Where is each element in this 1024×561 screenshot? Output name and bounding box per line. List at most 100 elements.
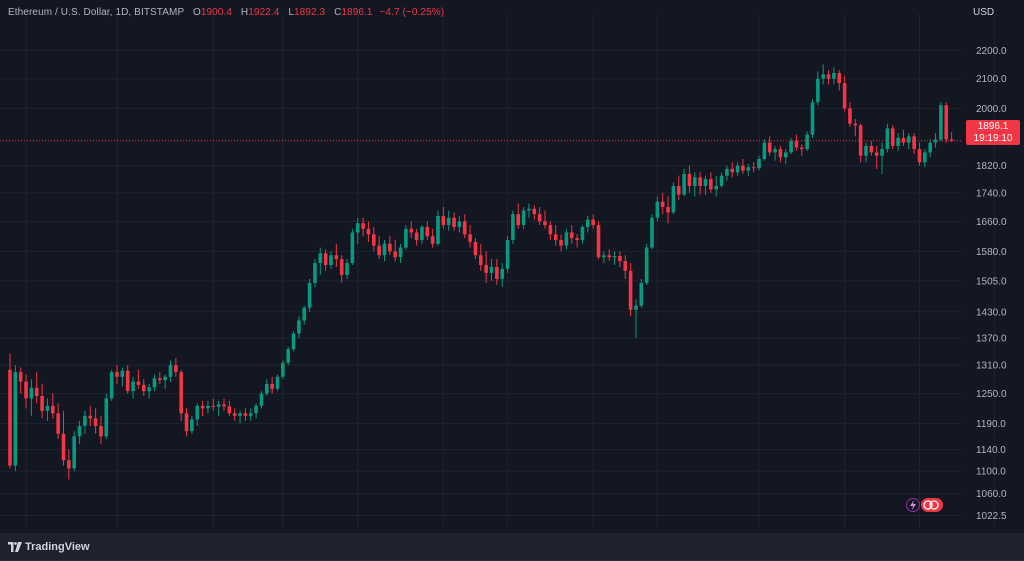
candle[interactable] xyxy=(24,374,28,409)
candle[interactable] xyxy=(147,383,151,399)
candle[interactable] xyxy=(259,391,264,409)
candle[interactable] xyxy=(40,383,44,419)
candle[interactable] xyxy=(639,278,644,308)
candle[interactable] xyxy=(248,408,253,421)
candle[interactable] xyxy=(136,369,141,389)
candle[interactable] xyxy=(339,255,344,283)
candle[interactable] xyxy=(61,410,66,466)
candle[interactable] xyxy=(682,168,686,197)
candle[interactable] xyxy=(553,225,558,246)
candle[interactable] xyxy=(735,162,740,176)
candle[interactable] xyxy=(131,376,135,399)
candle[interactable] xyxy=(104,393,109,439)
candle[interactable] xyxy=(543,210,547,229)
candle[interactable] xyxy=(436,210,440,246)
earnings-icon[interactable] xyxy=(921,498,943,512)
candle[interactable] xyxy=(473,238,478,260)
candle[interactable] xyxy=(537,206,542,226)
candle[interactable] xyxy=(297,316,301,338)
candle[interactable] xyxy=(767,136,772,156)
candle[interactable] xyxy=(730,162,735,178)
candle[interactable] xyxy=(917,142,922,166)
candle[interactable] xyxy=(842,75,847,112)
candle[interactable] xyxy=(29,379,34,416)
candle[interactable] xyxy=(800,144,804,156)
candle[interactable] xyxy=(874,145,879,169)
candle[interactable] xyxy=(939,102,943,142)
candle[interactable] xyxy=(420,225,424,244)
candle[interactable] xyxy=(350,228,355,265)
candle[interactable] xyxy=(93,408,98,434)
candle[interactable] xyxy=(816,71,820,106)
candle[interactable] xyxy=(612,251,617,265)
candle[interactable] xyxy=(281,360,285,380)
candle[interactable] xyxy=(361,217,365,237)
candle[interactable] xyxy=(243,408,248,421)
candle[interactable] xyxy=(628,263,633,317)
candle[interactable] xyxy=(216,400,221,416)
candle[interactable] xyxy=(8,353,12,469)
candle[interactable] xyxy=(778,145,783,163)
candle[interactable] xyxy=(666,196,670,224)
candle[interactable] xyxy=(484,251,488,283)
candle[interactable] xyxy=(746,163,751,176)
candle[interactable] xyxy=(168,360,173,382)
candle[interactable] xyxy=(912,133,916,155)
candle[interactable] xyxy=(404,225,408,250)
candle[interactable] xyxy=(757,155,761,171)
candle[interactable] xyxy=(907,133,911,150)
candle[interactable] xyxy=(163,374,167,389)
candle[interactable] xyxy=(821,64,825,85)
candle[interactable] xyxy=(698,172,702,195)
candle[interactable] xyxy=(751,162,756,173)
candle[interactable] xyxy=(446,210,451,231)
candle[interactable] xyxy=(115,365,119,384)
candle[interactable] xyxy=(901,129,906,146)
candle[interactable] xyxy=(120,367,125,387)
candle[interactable] xyxy=(238,410,242,424)
candle[interactable] xyxy=(676,175,681,200)
candle[interactable] xyxy=(275,374,280,392)
candle[interactable] xyxy=(265,379,269,397)
candle[interactable] xyxy=(291,331,296,352)
candle[interactable] xyxy=(586,215,590,233)
candle[interactable] xyxy=(521,206,526,229)
candle[interactable] xyxy=(222,398,226,411)
candle[interactable] xyxy=(623,255,628,279)
candle[interactable] xyxy=(430,228,435,248)
candle[interactable] xyxy=(355,217,360,244)
candle[interactable] xyxy=(88,405,93,426)
candle[interactable] xyxy=(45,398,50,421)
candle[interactable] xyxy=(896,133,900,151)
candle[interactable] xyxy=(13,365,18,472)
candle[interactable] xyxy=(580,225,585,244)
candle[interactable] xyxy=(334,243,339,267)
candle[interactable] xyxy=(109,369,114,401)
candle[interactable] xyxy=(286,346,290,366)
candle[interactable] xyxy=(660,192,665,215)
candle[interactable] xyxy=(810,99,815,138)
candle[interactable] xyxy=(195,403,200,426)
candle[interactable] xyxy=(794,134,799,151)
candle[interactable] xyxy=(693,172,697,197)
candle[interactable] xyxy=(832,67,836,85)
candle[interactable] xyxy=(741,158,745,174)
candle[interactable] xyxy=(302,305,307,325)
candle[interactable] xyxy=(783,149,788,164)
candle[interactable] xyxy=(575,234,579,248)
candle[interactable] xyxy=(77,420,82,445)
candle[interactable] xyxy=(687,165,692,193)
candle[interactable] xyxy=(313,259,317,287)
candle[interactable] xyxy=(200,400,205,416)
candle[interactable] xyxy=(67,449,71,480)
candle[interactable] xyxy=(933,133,938,148)
candle[interactable] xyxy=(634,299,638,338)
candle[interactable] xyxy=(923,149,927,168)
candle[interactable] xyxy=(425,221,430,240)
candle[interactable] xyxy=(591,214,595,229)
candle[interactable] xyxy=(671,182,676,215)
candle[interactable] xyxy=(232,408,237,421)
candle[interactable] xyxy=(548,221,553,240)
candle[interactable] xyxy=(323,249,328,271)
